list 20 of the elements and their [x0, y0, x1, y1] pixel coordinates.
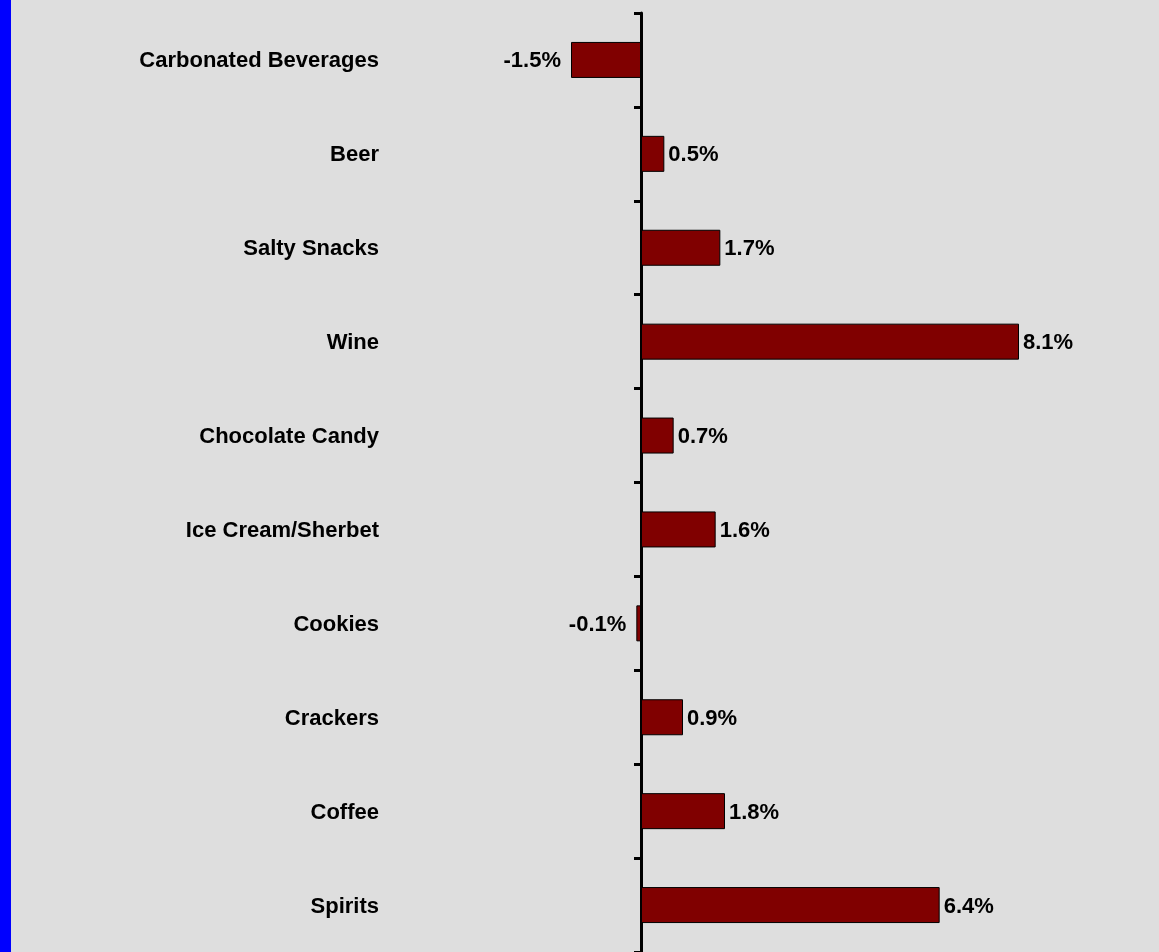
data-label: 1.8%: [729, 798, 780, 824]
data-label: 8.1%: [1023, 329, 1074, 355]
y-tick-label: Carbonated Beverages: [139, 47, 379, 73]
data-label: 0.9%: [687, 704, 738, 730]
data-label: 0.5%: [668, 141, 719, 167]
y-tick-label: Chocolate Candy: [199, 423, 380, 449]
y-tick-label: Salty Snacks: [243, 235, 379, 261]
y-tick-label: Spirits: [310, 892, 379, 918]
y-tick-label: Coffee: [310, 798, 379, 824]
data-label: -1.5%: [503, 47, 562, 73]
y-tick-label: Ice Cream/Sherbet: [185, 516, 380, 542]
data-label: -0.1%: [568, 610, 627, 636]
y-tick-label: Cookies: [293, 610, 379, 636]
y-tick-label: Beer: [330, 141, 380, 167]
data-label: 1.7%: [724, 235, 775, 261]
data-label: 1.6%: [719, 516, 770, 542]
y-tick-label: Crackers: [284, 704, 379, 730]
y-tick-label: Wine: [326, 329, 379, 355]
data-label: 6.4%: [943, 892, 994, 918]
data-label: 0.7%: [677, 423, 728, 449]
